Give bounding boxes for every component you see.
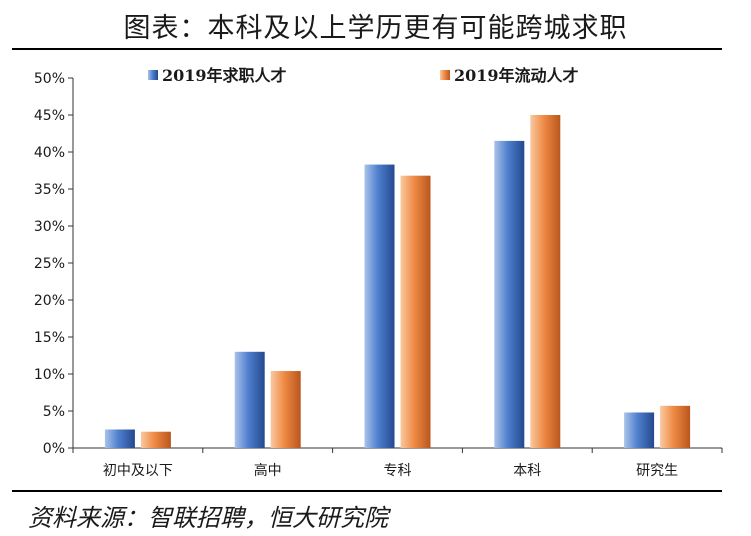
bar-mobile-talent	[140, 431, 171, 448]
y-tick-label: 10%	[34, 367, 65, 383]
footer-divider	[12, 490, 722, 492]
bar-job-seekers	[364, 164, 395, 448]
y-tick-label: 20%	[34, 293, 65, 309]
y-tick-label: 5%	[43, 404, 65, 420]
bar-job-seekers	[104, 429, 135, 448]
y-tick-label: 45%	[34, 108, 65, 124]
bar-job-seekers	[624, 412, 655, 448]
y-tick-label: 30%	[34, 219, 65, 235]
x-category-label: 本科	[513, 463, 541, 479]
bar-job-seekers	[234, 351, 265, 448]
x-category-label: 专科	[384, 463, 412, 479]
legend-swatch-1	[440, 70, 450, 80]
x-category-label: 高中	[254, 462, 282, 479]
chart-legend: 2019年求职人才 2019年流动人才	[148, 66, 579, 85]
x-category-label: 研究生	[636, 463, 678, 479]
y-tick-label: 15%	[34, 330, 65, 346]
bar-mobile-talent	[530, 115, 561, 448]
bar-job-seekers	[494, 140, 525, 448]
source-note: 资料来源：智联招聘，恒大研究院	[28, 504, 388, 532]
legend-swatch-0	[148, 70, 158, 80]
title-divider	[12, 48, 722, 50]
y-tick-label: 35%	[34, 182, 65, 198]
legend-label-1: 2019年流动人才	[454, 66, 579, 85]
chart-bars	[104, 115, 691, 448]
bar-mobile-talent	[270, 371, 301, 448]
y-tick-label: 0%	[43, 441, 65, 457]
chart-axes: 0% 5% 10% 15% 20% 25% 30% 35% 40% 45% 50% 初中及以下 高中 专科…	[34, 71, 723, 479]
chart-title: 图表：本科及以上学历更有可能跨城求职	[123, 13, 628, 44]
legend-label-0: 2019年求职人才	[162, 66, 287, 85]
bar-mobile-talent	[660, 405, 691, 448]
y-tick-label: 50%	[34, 71, 65, 87]
y-tick-label: 25%	[34, 256, 65, 272]
y-tick-label: 40%	[34, 145, 65, 161]
bar-mobile-talent	[400, 175, 431, 448]
bar-chart: 0% 5% 10% 15% 20% 25% 30% 35% 40% 45% 50% 初中及以下 高中 专科…	[34, 66, 723, 479]
x-category-label: 初中及以下	[103, 462, 173, 479]
